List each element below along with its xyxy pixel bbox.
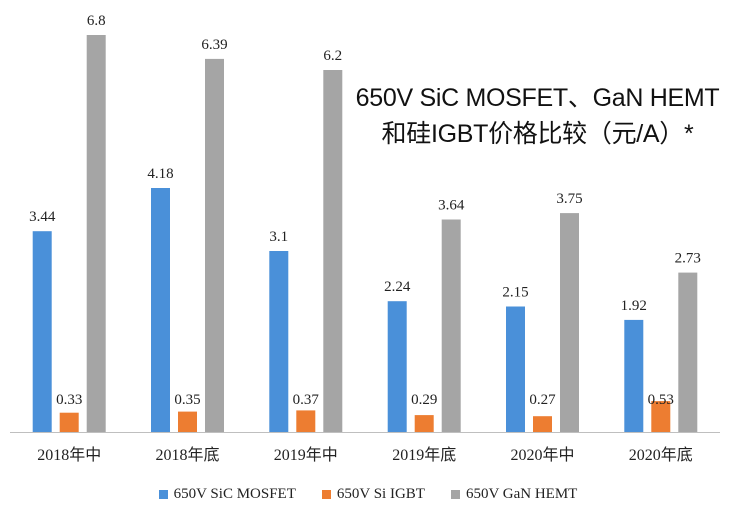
bar-gan-hemt-0 <box>86 35 106 432</box>
legend-label-si-igbt: 650V Si IGBT <box>336 485 425 502</box>
bar-sic-mosfet-2 <box>269 251 289 432</box>
value-label-si-igbt-2: 0.37 <box>293 392 320 408</box>
legend-item-sic-mosfet: 650V SiC MOSFET <box>158 485 296 503</box>
legend-label-sic-mosfet: 650V SiC MOSFET <box>173 485 296 502</box>
value-label-gan-hemt-4: 3.75 <box>556 191 582 207</box>
value-label-gan-hemt-3: 3.64 <box>438 198 465 214</box>
value-label-sic-mosfet-4: 2.15 <box>502 285 528 301</box>
value-label-sic-mosfet-2: 3.1 <box>269 229 288 245</box>
value-label-si-igbt-4: 0.27 <box>529 392 556 408</box>
x-tick-label-3: 2019年底 <box>392 446 456 464</box>
legend-swatch-si-igbt <box>321 489 331 499</box>
chart-title-line-2: 和硅IGBT价格比较（元/A）* <box>381 120 694 148</box>
x-tick-label-5: 2020年底 <box>629 446 693 464</box>
bar-si-igbt-3 <box>414 415 434 432</box>
legend-label-gan-hemt: 650V GaN HEMT <box>465 485 578 502</box>
value-label-gan-hemt-0: 6.8 <box>87 13 106 29</box>
value-label-gan-hemt-1: 6.39 <box>201 37 227 53</box>
bar-si-igbt-5 <box>651 401 671 432</box>
legend-swatch-gan-hemt <box>450 489 460 499</box>
legend-swatch-sic-mosfet <box>158 489 168 499</box>
bar-gan-hemt-4 <box>560 213 579 432</box>
value-label-sic-mosfet-3: 2.24 <box>384 279 411 295</box>
x-tick-label-4: 2020年中 <box>510 446 574 464</box>
value-label-si-igbt-5: 0.53 <box>648 392 674 408</box>
bar-si-igbt-0 <box>59 412 79 432</box>
bar-sic-mosfet-1 <box>151 188 170 432</box>
x-tick-label-2: 2019年中 <box>274 446 338 464</box>
value-label-si-igbt-0: 0.33 <box>56 392 82 408</box>
bar-si-igbt-1 <box>178 411 197 432</box>
bar-si-igbt-4 <box>533 416 552 432</box>
x-tick-label-0: 2018年中 <box>37 446 101 464</box>
bar-sic-mosfet-5 <box>624 319 644 432</box>
bar-gan-hemt-5 <box>678 272 698 432</box>
value-label-sic-mosfet-1: 4.18 <box>147 166 173 182</box>
bar-si-igbt-2 <box>296 410 316 432</box>
value-label-si-igbt-3: 0.29 <box>411 392 437 408</box>
value-label-sic-mosfet-5: 1.92 <box>621 298 647 314</box>
bar-gan-hemt-1 <box>205 58 224 433</box>
value-label-sic-mosfet-0: 3.44 <box>29 209 56 225</box>
bar-sic-mosfet-3 <box>387 301 407 432</box>
legend-item-gan-hemt: 650V GaN HEMT <box>450 485 578 503</box>
value-label-gan-hemt-2: 6.2 <box>323 48 342 64</box>
bar-gan-hemt-3 <box>441 219 461 432</box>
value-label-gan-hemt-5: 2.73 <box>675 251 701 267</box>
legend: 650V SiC MOSFET 650V Si IGBT 650V GaN HE… <box>0 482 736 506</box>
bar-sic-mosfet-4 <box>506 306 525 432</box>
x-tick-label-1: 2018年底 <box>155 446 219 464</box>
bars-layer <box>32 35 698 433</box>
value-labels-layer: 3.44 0.33 6.8 4.18 0.35 6.39 3.1 0.37 6.2 2.24 0.2… <box>29 13 701 408</box>
legend-item-si-igbt: 650V Si IGBT <box>321 485 425 503</box>
bar-gan-hemt-2 <box>323 70 343 432</box>
value-label-si-igbt-1: 0.35 <box>174 392 200 408</box>
bar-sic-mosfet-0 <box>32 231 52 432</box>
chart-title-line-1: 650V SiC MOSFET、GaN HEMT <box>355 84 720 112</box>
x-tick-labels: 2018年中 2018年底 2019年中 2019年底 2020年中 2020年底 <box>37 446 693 464</box>
